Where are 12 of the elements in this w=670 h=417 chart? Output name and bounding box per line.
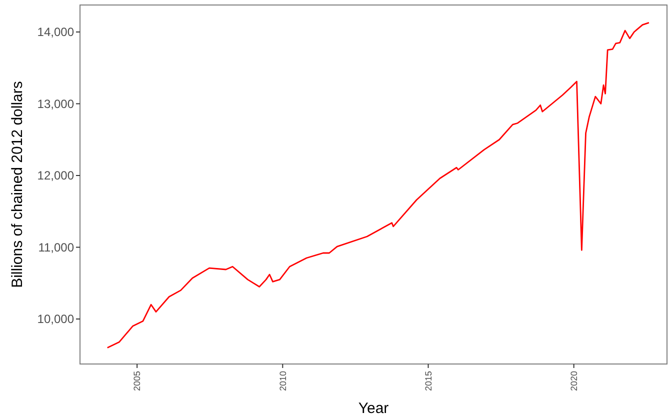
x-tick-label: 2015 xyxy=(423,371,434,392)
x-tick-label: 2010 xyxy=(278,371,288,392)
y-tick-label: 12,000 xyxy=(37,168,74,183)
y-tick-label: 13,000 xyxy=(37,96,74,111)
line-series xyxy=(106,22,650,348)
y-tick-label: 10,000 xyxy=(37,312,74,326)
x-axis-title: Year xyxy=(358,400,389,417)
x-tick-label: 2020 xyxy=(568,371,579,392)
y-axis-title: Billions of chained 2012 dollars xyxy=(9,81,26,288)
x-tick-label: 2005 xyxy=(132,371,142,392)
y-tick-label: 11,000 xyxy=(38,240,74,254)
y-tick-label: 14,000 xyxy=(37,25,74,40)
